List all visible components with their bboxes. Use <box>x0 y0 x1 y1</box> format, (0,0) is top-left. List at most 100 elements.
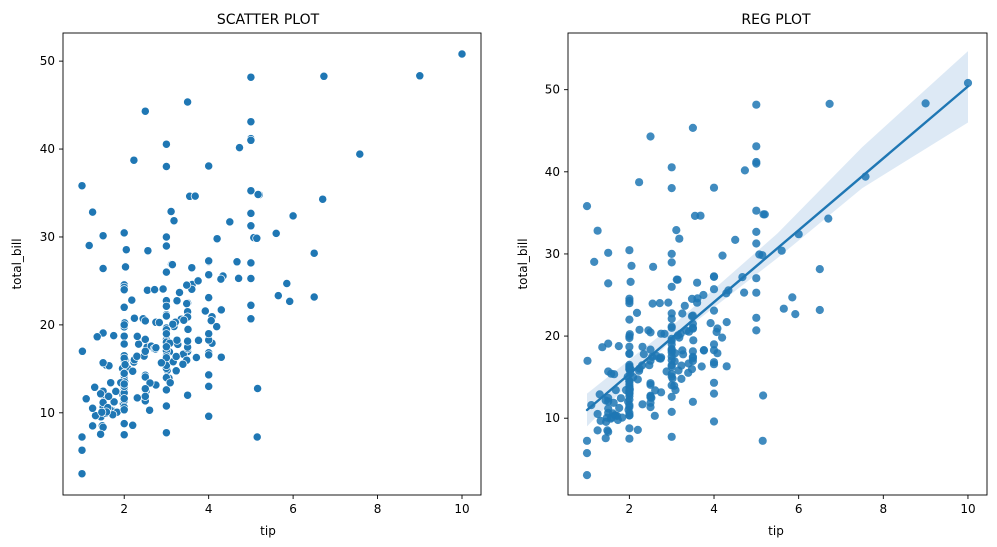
scatter-plot-point <box>216 305 226 315</box>
scatter-plot-point <box>166 207 176 216</box>
scatter-plot-point <box>161 162 171 171</box>
scatter-plot-point <box>161 342 171 352</box>
scatter-plot-point <box>204 370 214 380</box>
reg-plot-point <box>758 251 767 260</box>
scatter-plot-point <box>204 161 214 171</box>
scatter-plot-point <box>309 248 319 258</box>
reg-plot-ytick-label: 10 <box>545 411 560 425</box>
scatter-plot-point <box>128 366 138 376</box>
reg-plot-point <box>632 308 642 317</box>
reg-plot-point <box>712 327 721 337</box>
scatter-plot-area <box>77 49 467 479</box>
reg-plot-point <box>752 206 761 215</box>
reg-plot-point <box>740 288 749 297</box>
reg-plot-point <box>709 360 719 369</box>
reg-plot-point <box>667 258 676 267</box>
scatter-plot-point <box>204 256 214 266</box>
scatter-plot-point <box>145 405 155 415</box>
scatter-plot-point <box>415 71 425 81</box>
scatter-plot-point <box>235 143 244 153</box>
scatter-plot-point <box>161 329 171 339</box>
scatter-plot-point <box>183 324 193 334</box>
reg-plot-point <box>689 336 698 345</box>
scatter-plot-point <box>169 216 179 226</box>
scatter-plot-point <box>98 231 108 241</box>
reg-plot-point <box>688 123 698 132</box>
reg-plot-point <box>646 132 655 141</box>
scatter-plot-point <box>183 336 193 346</box>
reg-plot-point <box>638 400 647 409</box>
reg-plot-point <box>664 298 673 307</box>
reg-plot-point <box>648 299 657 308</box>
scatter-plot-point <box>132 351 142 361</box>
reg-plot-point <box>625 434 634 443</box>
scatter-plot-point <box>319 71 329 81</box>
scatter-plot-point <box>84 241 94 250</box>
reg-plot-point <box>758 436 767 445</box>
scatter-plot-ylabel: total_bill <box>10 238 24 289</box>
scatter-plot-point <box>161 232 171 242</box>
reg-plot-point <box>675 234 684 243</box>
reg-plot-point <box>815 265 824 274</box>
reg-plot-point <box>759 391 768 400</box>
reg-plot-point <box>660 329 669 338</box>
scatter-plot-point <box>119 394 129 404</box>
scatter-plot-point <box>253 384 263 393</box>
reg-plot-title: REG PLOT <box>741 12 811 28</box>
scatter-plot-point <box>161 241 171 251</box>
reg-plot-point <box>593 426 602 435</box>
scatter-plot-point <box>246 117 256 127</box>
scatter-plot-point <box>183 97 193 107</box>
reg-plot-point <box>649 262 658 271</box>
reg-plot-point <box>625 299 634 308</box>
reg-plot-point <box>593 226 602 235</box>
scatter-plot-point <box>92 332 102 342</box>
scatter-plot-point <box>191 353 201 362</box>
scatter-plot-point <box>88 421 98 431</box>
scatter-plot-point <box>140 384 150 394</box>
scatter-plot-point <box>140 106 150 116</box>
scatter-plot-panel: SCATTER PLOT 2 4 6 8 10 10 20 30 40 50 tip total_… <box>10 12 482 538</box>
reg-plot-point <box>678 309 687 318</box>
scatter-plot-point <box>179 315 189 325</box>
scatter-plot-xtick-label: 8 <box>374 502 382 516</box>
scatter-plot-point <box>194 335 203 345</box>
reg-plot-point <box>752 326 761 335</box>
reg-plot-point <box>625 424 634 433</box>
scatter-plot-point <box>212 322 222 332</box>
reg-plot-point <box>667 340 676 349</box>
scatter-plot-point <box>172 296 182 306</box>
reg-plot-point <box>590 257 599 266</box>
reg-plot-point <box>651 386 660 395</box>
reg-plot-ytick-label: 40 <box>545 165 560 179</box>
scatter-plot-point <box>119 368 129 378</box>
reg-plot-point <box>699 290 708 300</box>
reg-plot-point <box>667 362 676 371</box>
scatter-plot-point <box>140 372 150 382</box>
scatter-plot-point <box>204 329 214 339</box>
reg-plot-point <box>657 353 666 362</box>
scatter-plot-point <box>246 72 256 82</box>
scatter-plot-point <box>158 284 168 294</box>
scatter-plot-ytick-label: 50 <box>40 54 55 68</box>
reg-plot-point <box>963 78 973 88</box>
scatter-plot-ytick-label: 40 <box>40 142 55 156</box>
scatter-plot-point <box>246 300 256 310</box>
reg-plot-point <box>633 425 642 434</box>
scatter-plot-point <box>77 445 87 455</box>
scatter-plot-point <box>172 335 182 345</box>
reg-plot-xtick-label: 10 <box>960 502 975 516</box>
reg-plot-point <box>667 407 676 416</box>
reg-plot-point <box>791 310 800 319</box>
reg-plot-point <box>752 239 761 248</box>
reg-plot-point <box>601 434 610 443</box>
scatter-plot-point <box>273 291 283 301</box>
reg-plot-ylabel: total_bill <box>516 238 530 289</box>
scatter-plot-point <box>216 274 226 284</box>
scatter-plot-point <box>225 217 235 227</box>
reg-plot-point <box>709 285 719 294</box>
reg-plot-xtick-label: 4 <box>710 502 718 516</box>
scatter-plot-point <box>182 280 192 290</box>
